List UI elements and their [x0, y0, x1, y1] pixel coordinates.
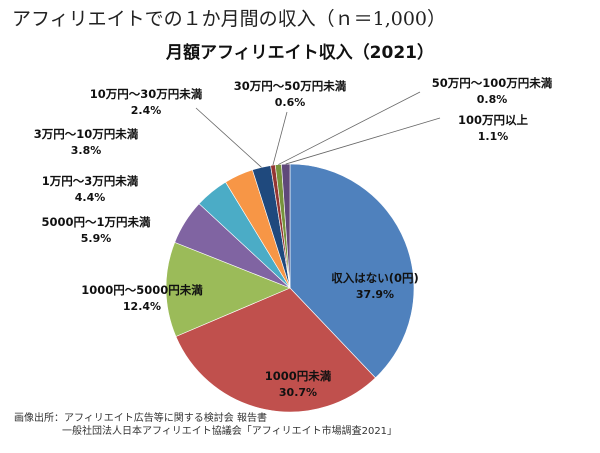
page-title: アフィリエイトでの１か月間の収入（ｎ＝1,000）: [12, 8, 447, 30]
source-note: 画像出所：アフィリエイト広告等に関する検討会 報告書 一般社団法人日本アフィリエ…: [14, 412, 397, 438]
slice-labels: 収入はない(0円) 37.9% 1000円未満 30.7% 1000円～5000円未満 1…: [34, 76, 553, 399]
pie-slices: [165, 163, 415, 413]
source-line-1: 画像出所：アフィリエイト広告等に関する検討会 報告書: [14, 413, 267, 424]
slice-label-5: 3万円～10万円未満: [34, 127, 139, 141]
slice-value-2: 12.4%: [123, 300, 161, 313]
slice-label-4: 1万円～3万円未満: [42, 174, 139, 188]
slice-value-3: 5.9%: [81, 232, 112, 245]
slice-value-0: 37.9%: [356, 288, 394, 301]
chart-title: 月額アフィリエイト収入（2021）: [165, 42, 434, 63]
pie-slice-1: [175, 287, 376, 413]
slice-label-7: 30万円～50万円未満: [234, 79, 347, 93]
slice-label-1: 1000円未満: [265, 369, 332, 383]
leader-line-6: [195, 107, 262, 168]
leader-line-8: [278, 91, 421, 165]
slice-label-2: 1000円～5000円未満: [81, 283, 203, 297]
slice-label-3: 5000円～1万円未満: [41, 215, 151, 229]
leader-lines: [195, 91, 441, 168]
slice-value-7: 0.6%: [275, 96, 306, 109]
slice-label-6: 10万円～30万円未満: [90, 87, 203, 101]
slice-label-8: 50万円～100万円未満: [432, 76, 553, 90]
slice-value-4: 4.4%: [75, 191, 106, 204]
leader-line-7: [272, 111, 288, 166]
slice-value-9: 1.1%: [478, 130, 509, 143]
slice-value-1: 30.7%: [279, 386, 317, 399]
leader-line-9: [285, 117, 441, 165]
pie-slice-2: [165, 241, 291, 337]
slice-value-5: 3.8%: [71, 144, 102, 157]
slice-label-0: 収入はない(0円): [331, 271, 419, 285]
slice-value-8: 0.8%: [477, 93, 508, 106]
source-line-2: 一般社団法人日本アフィリエイト協議会「アフィリエイト市場調査2021」: [62, 426, 398, 437]
slice-label-9: 100万円以上: [458, 113, 529, 127]
slice-value-6: 2.4%: [131, 104, 162, 117]
pie-slice-9: [281, 163, 291, 289]
pie-slice-0: [289, 163, 415, 379]
